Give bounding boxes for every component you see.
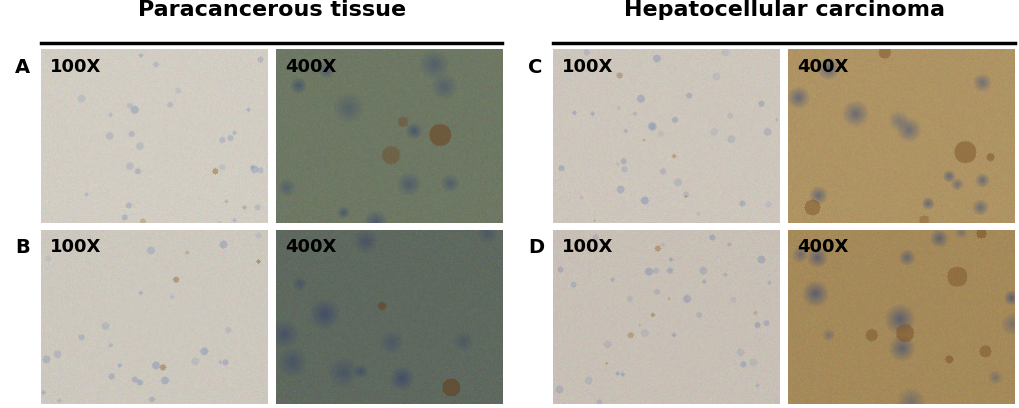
Text: 100X: 100X [561,238,613,256]
Text: Paracancerous tissue: Paracancerous tissue [138,0,406,20]
Text: Hepatocellular carcinoma: Hepatocellular carcinoma [623,0,944,20]
Text: 400X: 400X [797,238,848,256]
Text: B: B [15,238,30,257]
Text: A: A [15,58,31,77]
Text: 400X: 400X [797,58,848,75]
Text: D: D [528,238,543,257]
Text: C: C [528,58,542,77]
Text: 100X: 100X [561,58,613,75]
Text: 100X: 100X [50,238,101,256]
Text: 400X: 400X [284,238,336,256]
Text: 100X: 100X [50,58,101,75]
Text: 400X: 400X [284,58,336,75]
